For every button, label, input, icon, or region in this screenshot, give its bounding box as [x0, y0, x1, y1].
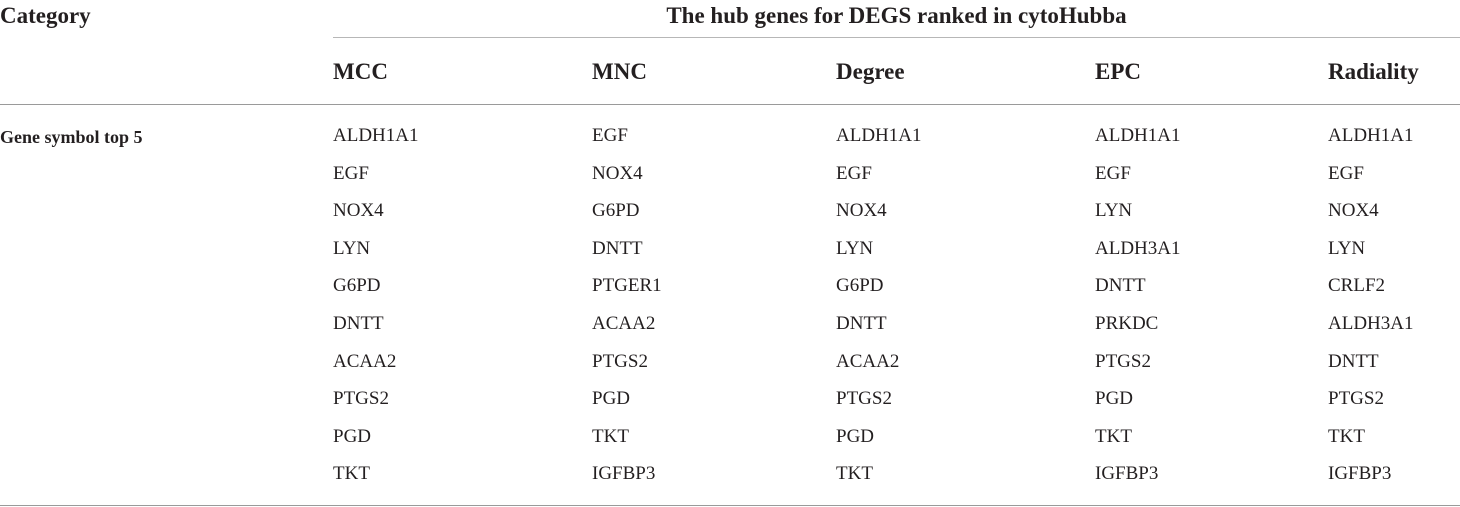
- spanning-header-rule: [333, 37, 1460, 38]
- gene-cell: PTGER1: [592, 275, 662, 297]
- column-header-degree: Degree: [836, 59, 905, 84]
- gene-cell: PRKDC: [1095, 312, 1159, 334]
- column-mcc: ALDH1A1 EGF NOX4 LYN G6PD DNTT ACAA2 PTG…: [333, 124, 419, 500]
- gene-cell: ALDH1A1: [333, 125, 419, 146]
- gene-cell: G6PD: [592, 200, 640, 222]
- column-header-mnc: MNC: [592, 59, 647, 84]
- gene-cell: TKT: [836, 463, 873, 485]
- gene-cell: ACAA2: [333, 350, 397, 372]
- gene-cell: EGF: [836, 162, 872, 184]
- gene-cell: PTGS2: [592, 350, 648, 372]
- gene-cell: EGF: [1328, 162, 1364, 184]
- column-epc: ALDH1A1 EGF LYN ALDH3A1 DNTT PRKDC PTGS2…: [1095, 124, 1181, 500]
- gene-cell: CRLF2: [1328, 275, 1386, 297]
- gene-cell: TKT: [333, 463, 370, 485]
- gene-cell: LYN: [333, 237, 371, 259]
- gene-cell: NOX4: [333, 200, 384, 222]
- gene-cell: NOX4: [592, 162, 643, 184]
- gene-cell: TKT: [592, 425, 629, 447]
- spanning-header: The hub genes for DEGS ranked in cytoHub…: [666, 3, 1127, 28]
- gene-cell: EGF: [592, 125, 628, 146]
- gene-cell: IGFBP3: [1095, 463, 1159, 485]
- column-header-mcc: MCC: [333, 59, 388, 84]
- gene-cell: PTGS2: [1095, 350, 1151, 372]
- gene-cell: ACAA2: [836, 350, 900, 372]
- gene-cell: IGFBP3: [1328, 463, 1392, 485]
- gene-cell: ALDH1A1: [836, 125, 922, 146]
- header-body-rule: [0, 104, 1460, 105]
- category-header: Category: [0, 3, 91, 28]
- gene-cell: NOX4: [1328, 200, 1379, 222]
- row-label: Gene symbol top 5: [0, 127, 143, 147]
- gene-cell: LYN: [1328, 237, 1366, 259]
- gene-cell: ALDH1A1: [1095, 125, 1181, 146]
- gene-cell: PGD: [333, 425, 372, 447]
- column-header-epc: EPC: [1095, 59, 1141, 84]
- gene-cell: TKT: [1328, 425, 1365, 447]
- gene-cell: G6PD: [333, 275, 381, 297]
- gene-cell: IGFBP3: [592, 463, 656, 485]
- gene-cell: NOX4: [836, 200, 887, 222]
- gene-cell: LYN: [1095, 200, 1133, 222]
- gene-cell: ALDH3A1: [1328, 312, 1414, 334]
- gene-cell: DNTT: [1095, 275, 1146, 297]
- gene-cell: ALDH1A1: [1328, 125, 1414, 146]
- gene-cell: ACAA2: [592, 312, 656, 334]
- table-bottom-rule: [0, 505, 1460, 506]
- gene-cell: ALDH3A1: [1095, 237, 1181, 259]
- gene-cell: PTGS2: [836, 388, 892, 410]
- gene-cell: LYN: [836, 237, 874, 259]
- gene-cell: PGD: [836, 425, 875, 447]
- gene-cell: PTGS2: [333, 388, 389, 410]
- gene-cell: TKT: [1095, 425, 1132, 447]
- gene-cell: PGD: [592, 388, 631, 410]
- gene-cell: EGF: [1095, 162, 1131, 184]
- gene-cell: DNTT: [1328, 350, 1379, 372]
- gene-cell: G6PD: [836, 275, 884, 297]
- gene-cell: DNTT: [836, 312, 887, 334]
- column-degree: ALDH1A1 EGF NOX4 LYN G6PD DNTT ACAA2 PTG…: [836, 124, 922, 500]
- gene-cell: PGD: [1095, 388, 1134, 410]
- column-header-radiality: Radiality: [1328, 59, 1419, 84]
- gene-cell: DNTT: [592, 237, 643, 259]
- column-mnc: EGF NOX4 G6PD DNTT PTGER1 ACAA2 PTGS2 PG…: [592, 124, 662, 500]
- column-radiality: ALDH1A1 EGF NOX4 LYN CRLF2 ALDH3A1 DNTT …: [1328, 124, 1414, 500]
- gene-cell: EGF: [333, 162, 369, 184]
- gene-cell: DNTT: [333, 312, 384, 334]
- gene-cell: PTGS2: [1328, 388, 1384, 410]
